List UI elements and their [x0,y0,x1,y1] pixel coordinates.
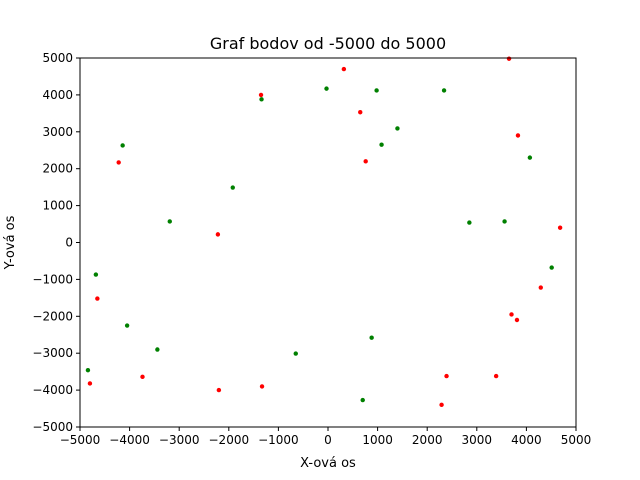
y-tick-label: 5000 [42,51,73,65]
x-axis-label: X-ová os [300,456,356,471]
y-tick-label: 0 [65,236,73,250]
x-tick-label: 2000 [412,433,443,447]
x-tick-label: −4000 [109,433,150,447]
scatter-point [215,232,221,237]
y-tick-label: 2000 [42,162,73,176]
scatter-point [116,160,121,165]
scatter-point [360,397,365,403]
x-tick-label: 5000 [561,433,592,447]
points-layer [85,56,563,408]
scatter-point [167,219,172,224]
chart-title: Graf bodov od -5000 do 5000 [210,34,446,53]
scatter-point [444,373,449,379]
scatter-point [324,86,329,91]
y-tick-label: 3000 [42,125,73,139]
scatter-point [549,265,554,270]
x-tick-label: −2000 [209,433,250,447]
y-tick-label: −5000 [32,420,73,434]
x-tick-label: −5000 [60,433,101,447]
scatter-point [124,323,130,328]
x-axis-ticks: −5000 −4000 −3000 −2000 −1000 0 1000 2000 3000 40… [60,427,592,447]
scatter-point [515,133,521,138]
y-axis-label: Y-ová os [3,215,18,270]
scatter-point [509,312,514,317]
scatter-point [95,296,100,301]
scatter-point [93,272,99,277]
scatter-point [293,351,298,356]
scatter-point [441,88,447,93]
y-tick-label: 1000 [42,199,73,213]
scatter-point [259,384,265,389]
y-tick-label: −3000 [32,346,73,360]
scatter-point [374,88,379,93]
scatter-point [230,185,235,190]
scatter-point [395,126,400,131]
x-tick-label: −3000 [159,433,200,447]
scatter-point [493,373,499,379]
x-tick-label: 4000 [511,433,542,447]
scatter-point [506,56,512,61]
y-tick-label: −2000 [32,309,73,323]
scatter-point [85,367,91,373]
scatter-point [363,159,368,164]
scatter-point [87,381,93,386]
scatter-point [527,155,533,160]
scatter-point [502,219,507,224]
y-tick-label: −4000 [32,383,73,397]
scatter-point [467,220,472,225]
scatter-point [120,143,125,148]
y-tick-label: −1000 [32,272,73,286]
plot-frame [79,57,577,428]
scatter-point [557,225,563,230]
scatter-point [439,402,444,408]
scatter-point [538,285,543,290]
x-tick-label: 3000 [462,433,493,447]
scatter-point [341,66,347,72]
scatter-point [514,317,520,323]
scatter-point [258,92,264,98]
scatter-point [259,97,264,102]
scatter-point [358,110,363,115]
scatter-point [140,374,145,380]
scatter-point [379,142,384,147]
y-axis-ticks: −5000 −4000 −3000 −2000 −1000 0 1000 2000 3000 40… [32,51,80,434]
scatter-point [216,387,222,393]
x-tick-label: 0 [324,433,332,447]
x-tick-label: −1000 [258,433,299,447]
scatter-point [369,335,374,340]
y-tick-label: 4000 [42,88,73,102]
x-tick-label: 1000 [362,433,393,447]
scatter-point [155,347,160,352]
